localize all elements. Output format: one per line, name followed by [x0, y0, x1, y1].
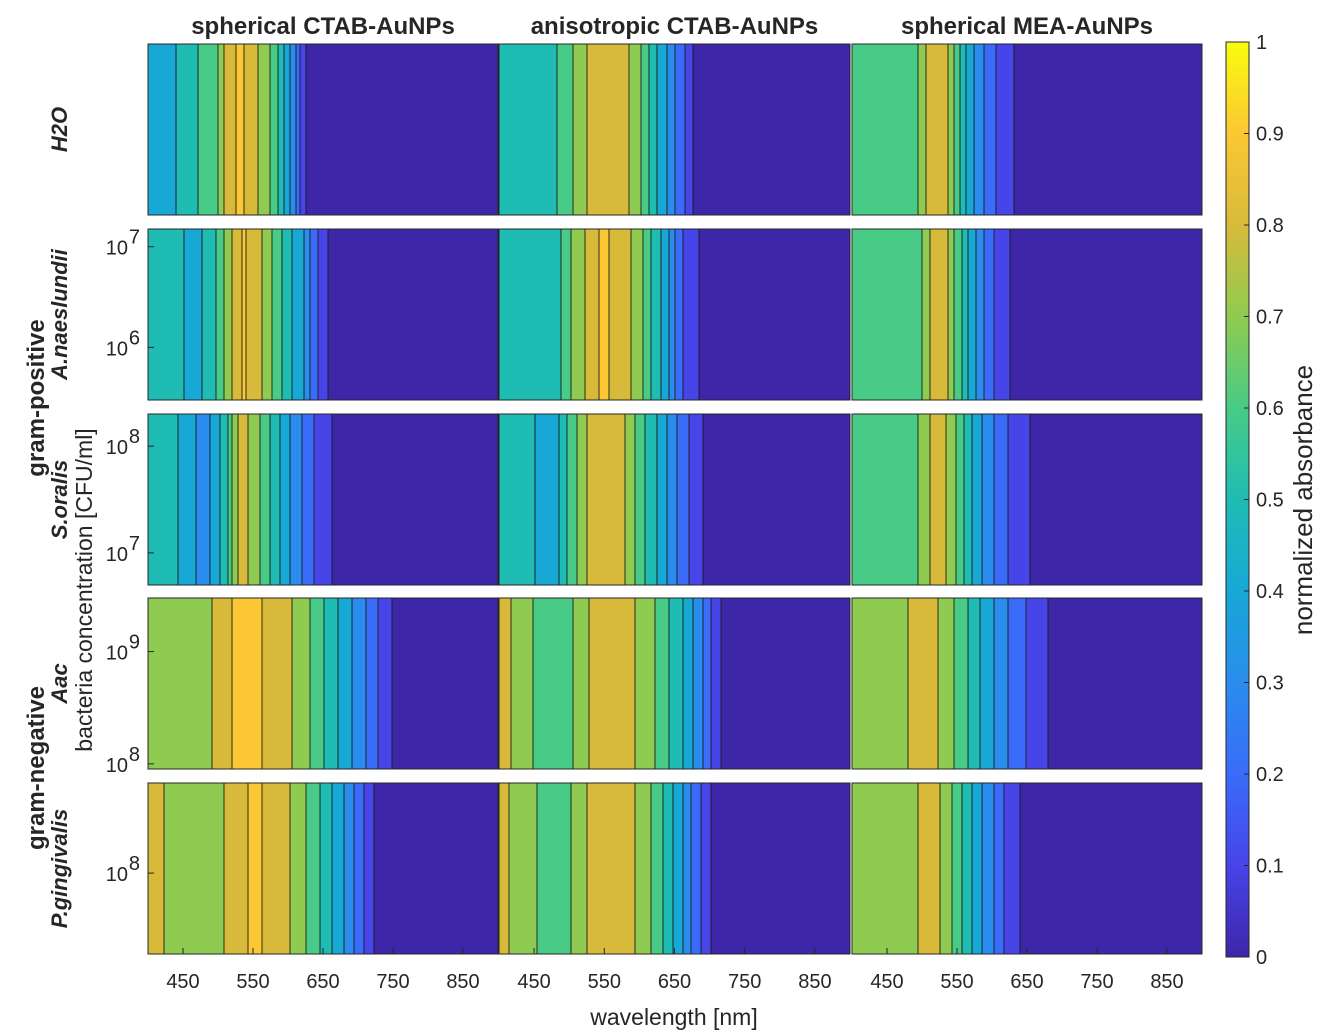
y-tick-exponent: 8: [129, 744, 140, 766]
row-label: P.gingivalis: [47, 809, 72, 928]
y-tick-label: 10: [106, 755, 128, 777]
x-tick-label: 850: [798, 971, 831, 993]
panel-S.oralis-0: [147, 413, 499, 586]
row-labels: H2OA.naeslundiiS.oralisAacP.gingivalisgr…: [23, 107, 72, 928]
y-tick-exponent: 8: [129, 853, 140, 875]
group-label: gram-negative: [23, 686, 50, 850]
panel-frame: [851, 597, 1203, 770]
row-label: A.naeslundii: [47, 248, 72, 381]
colorbar-tick-label: 0.6: [1256, 398, 1284, 420]
column-title: spherical MEA-AuNPs: [901, 13, 1153, 40]
row-label: Aac: [47, 663, 72, 704]
colorbar-tick-label: 0: [1256, 947, 1267, 969]
panel-A.naeslundii-0: [147, 228, 499, 401]
x-tick-label: 750: [376, 971, 409, 993]
y-tick-label: 10: [106, 864, 128, 886]
x-tick-label: 450: [517, 971, 550, 993]
panel-frame: [851, 43, 1203, 216]
x-tick-label: 450: [166, 971, 199, 993]
panel-frame: [498, 228, 851, 401]
colorbar-label: normalized absorbance: [1288, 365, 1317, 635]
colorbar-tick-label: 1: [1256, 32, 1267, 54]
x-tick-label: 550: [940, 971, 973, 993]
colorbar-tick-label: 0.1: [1256, 856, 1284, 878]
panel-frame: [498, 597, 851, 770]
colorbar-tick-label: 0.3: [1256, 673, 1284, 695]
x-tick-label: 650: [306, 971, 339, 993]
panel-H2O-1: [498, 43, 851, 216]
panel-S.oralis-1: [498, 413, 851, 586]
panel-S.oralis-2: [851, 413, 1203, 586]
panel-Aac-1: [498, 597, 851, 770]
y-tick-label: 10: [106, 544, 128, 566]
y-tick-exponent: 8: [129, 426, 140, 448]
x-tick-label: 550: [588, 971, 621, 993]
panel-Aac-0: [147, 597, 499, 770]
panel-frame: [147, 228, 499, 401]
y-tick-label: 10: [106, 238, 128, 260]
x-tick-label: 550: [236, 971, 269, 993]
panel-frame: [147, 413, 499, 586]
x-tick-label: 650: [1010, 971, 1043, 993]
x-tick-label: 750: [728, 971, 761, 993]
y-tick-labels: 10 710 610 810 710 910 810 8: [106, 227, 154, 886]
y-axis-label: bacteria concentration [CFU/ml]: [71, 428, 97, 751]
panel-frame: [498, 413, 851, 586]
x-tick-label: 850: [446, 971, 479, 993]
panel-H2O-0: [147, 43, 499, 216]
panel-P.gingivalis-1: [498, 782, 851, 955]
colorbar-ticks: 1 0.9 0.8 0.7 0.6 0.5 0.4 0.3 0.2 0.1 0: [1244, 32, 1284, 969]
column-titles: spherical CTAB-AuNPs anisotropic CTAB-AuN…: [191, 13, 1153, 40]
colorbar-tick-label: 0.5: [1256, 490, 1284, 512]
x-tick-label: 850: [1150, 971, 1183, 993]
colorbar-tick-label: 0.8: [1256, 215, 1284, 237]
colorbar: 1 0.9 0.8 0.7 0.6 0.5 0.4 0.3 0.2 0.1 0 normalized…: [1225, 32, 1317, 969]
x-tick-label: 650: [658, 971, 691, 993]
panel-frame: [147, 597, 499, 770]
colorbar-tick-label: 0.2: [1256, 764, 1284, 786]
row-label: H2O: [47, 107, 72, 152]
row-label: S.oralis: [47, 460, 72, 539]
panel-frame: [851, 413, 1203, 586]
y-tick-exponent: 7: [129, 227, 140, 249]
panel-A.naeslundii-2: [851, 228, 1203, 401]
colorbar-tick-label: 0.4: [1256, 581, 1284, 603]
group-label: gram-positive: [23, 319, 50, 476]
panel-frame: [851, 228, 1203, 401]
panel-grid: [147, 43, 1203, 955]
panel-Aac-2: [851, 597, 1203, 770]
y-tick-exponent: 6: [129, 327, 140, 349]
y-tick-label: 10: [106, 338, 128, 360]
x-tick-label: 750: [1080, 971, 1113, 993]
x-axis-label: wavelength [nm]: [589, 1004, 757, 1030]
column-title: spherical CTAB-AuNPs: [191, 13, 455, 40]
panel-frame: [498, 43, 851, 216]
x-tick-labels: 450 550 650 750 850 450 550 650 750 850 450 550 650 7…: [166, 948, 1184, 993]
panel-H2O-2: [851, 43, 1203, 216]
panel-A.naeslundii-1: [498, 228, 851, 401]
y-tick-exponent: 9: [129, 632, 140, 654]
colorbar-tick-label: 0.9: [1256, 124, 1284, 146]
y-tick-exponent: 7: [129, 533, 140, 555]
column-title: anisotropic CTAB-AuNPs: [531, 13, 819, 40]
panel-P.gingivalis-0: [147, 782, 499, 955]
panel-P.gingivalis-2: [851, 782, 1203, 955]
panel-frame: [147, 43, 499, 216]
x-tick-label: 450: [870, 971, 903, 993]
y-tick-label: 10: [106, 437, 128, 459]
colorbar-tick-label: 0.7: [1256, 307, 1284, 329]
y-tick-label: 10: [106, 643, 128, 665]
